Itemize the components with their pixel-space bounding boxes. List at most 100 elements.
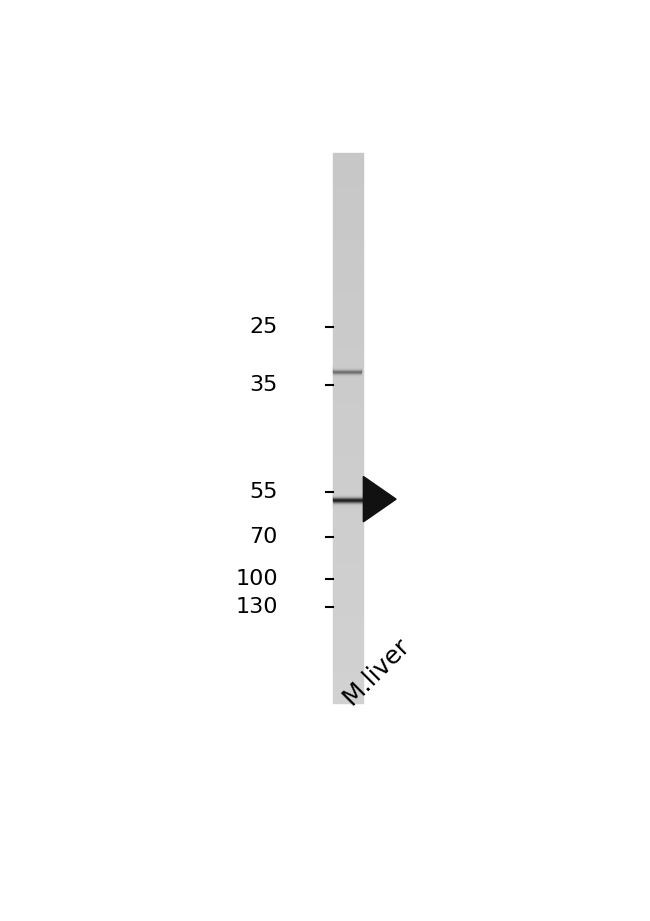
- Bar: [333, 214, 363, 216]
- Bar: [333, 571, 363, 573]
- Bar: [333, 477, 363, 479]
- Bar: [333, 591, 363, 593]
- Bar: [333, 323, 363, 325]
- Bar: [333, 479, 363, 481]
- Bar: [333, 238, 363, 239]
- Bar: [333, 449, 363, 451]
- Bar: [333, 249, 363, 251]
- Bar: [333, 483, 363, 484]
- Bar: [333, 681, 363, 682]
- Bar: [333, 166, 363, 168]
- Bar: [333, 625, 363, 627]
- Bar: [333, 575, 363, 577]
- Bar: [333, 197, 363, 199]
- Bar: [333, 336, 363, 338]
- Bar: [333, 412, 363, 414]
- Bar: [333, 340, 363, 342]
- Bar: [333, 360, 363, 362]
- Bar: [333, 629, 363, 631]
- Bar: [333, 514, 363, 516]
- Bar: [333, 540, 363, 542]
- Bar: [333, 404, 363, 406]
- Bar: [333, 499, 363, 501]
- Bar: [333, 633, 363, 635]
- Bar: [333, 177, 363, 179]
- Bar: [333, 312, 363, 314]
- Bar: [333, 622, 363, 624]
- Bar: [333, 484, 363, 486]
- Bar: [333, 292, 363, 294]
- Bar: [333, 569, 363, 571]
- Bar: [333, 636, 363, 638]
- Bar: [333, 593, 363, 595]
- Bar: [333, 316, 363, 318]
- Bar: [333, 252, 363, 254]
- Bar: [333, 565, 363, 567]
- Bar: [333, 549, 363, 551]
- Bar: [333, 309, 363, 310]
- Bar: [333, 659, 363, 660]
- Bar: [333, 510, 363, 512]
- Bar: [333, 488, 363, 490]
- Bar: [333, 272, 363, 274]
- Bar: [333, 203, 363, 204]
- Bar: [333, 367, 363, 369]
- Text: M.liver: M.liver: [338, 634, 415, 710]
- Bar: [333, 162, 363, 164]
- Bar: [333, 490, 363, 492]
- Bar: [333, 307, 363, 309]
- Bar: [333, 234, 363, 236]
- Bar: [333, 701, 363, 703]
- Bar: [333, 380, 363, 382]
- Bar: [333, 475, 363, 477]
- Bar: [333, 529, 363, 530]
- Bar: [333, 265, 363, 267]
- Bar: [333, 538, 363, 540]
- Bar: [333, 584, 363, 586]
- Bar: [333, 271, 363, 272]
- Bar: [333, 216, 363, 217]
- Bar: [333, 547, 363, 549]
- Bar: [333, 627, 363, 629]
- Bar: [333, 553, 363, 554]
- Bar: [333, 451, 363, 453]
- Bar: [333, 199, 363, 201]
- Bar: [333, 260, 363, 262]
- Bar: [333, 286, 363, 288]
- Bar: [333, 179, 363, 181]
- Bar: [333, 364, 363, 366]
- Bar: [333, 494, 363, 495]
- Bar: [333, 188, 363, 190]
- Bar: [333, 225, 363, 227]
- Bar: [333, 320, 363, 321]
- Bar: [333, 610, 363, 611]
- Bar: [333, 519, 363, 521]
- Bar: [333, 390, 363, 391]
- Bar: [333, 281, 363, 283]
- Bar: [333, 338, 363, 340]
- Bar: [333, 666, 363, 668]
- Bar: [333, 379, 363, 380]
- Bar: [333, 342, 363, 344]
- Bar: [333, 299, 363, 301]
- Bar: [333, 649, 363, 651]
- Bar: [333, 169, 363, 171]
- Bar: [333, 425, 363, 426]
- Bar: [333, 182, 363, 184]
- Bar: [333, 647, 363, 649]
- Bar: [333, 453, 363, 455]
- Bar: [333, 245, 363, 247]
- Bar: [333, 355, 363, 356]
- Bar: [333, 230, 363, 232]
- Bar: [333, 508, 363, 510]
- Bar: [333, 217, 363, 219]
- Bar: [333, 296, 363, 297]
- Bar: [333, 415, 363, 417]
- Bar: [333, 236, 363, 238]
- Bar: [333, 386, 363, 388]
- Bar: [333, 657, 363, 659]
- Bar: [333, 327, 363, 329]
- Bar: [333, 269, 363, 271]
- Bar: [333, 393, 363, 395]
- Bar: [333, 388, 363, 390]
